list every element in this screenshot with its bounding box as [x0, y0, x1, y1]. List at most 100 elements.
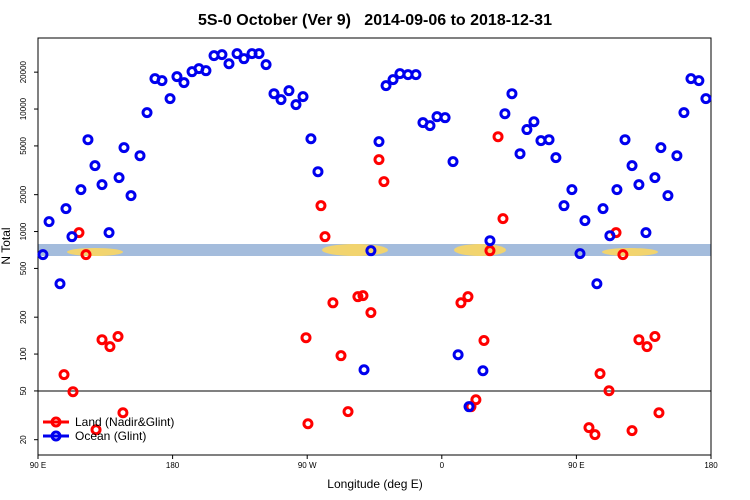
point — [649, 172, 661, 184]
point — [633, 334, 645, 346]
map-land — [322, 244, 388, 256]
point — [96, 179, 108, 191]
point — [113, 172, 125, 184]
point — [700, 93, 712, 105]
point — [231, 48, 243, 60]
y-tick-label: 200 — [19, 310, 28, 324]
point — [447, 156, 459, 168]
y-tick-label: 10000 — [19, 97, 28, 120]
point — [117, 407, 129, 419]
point — [543, 134, 555, 146]
point — [253, 48, 265, 60]
legend-label: Land (Nadir&Glint) — [75, 415, 174, 429]
point — [378, 176, 390, 188]
point — [43, 216, 55, 228]
plot-frame — [37, 37, 712, 456]
legend-label: Ocean (Glint) — [75, 429, 146, 443]
point — [125, 190, 137, 202]
point — [574, 248, 586, 260]
point — [327, 297, 339, 309]
point — [58, 369, 70, 381]
point — [200, 65, 212, 77]
point — [424, 120, 436, 132]
point — [365, 245, 377, 257]
point — [54, 278, 66, 290]
point — [141, 107, 153, 119]
point — [566, 184, 578, 196]
point — [335, 350, 347, 362]
point — [641, 341, 653, 353]
x-tick-label: 90 W — [298, 461, 317, 470]
point — [410, 69, 422, 81]
x-tick-label: 90 E — [568, 461, 584, 470]
point — [484, 245, 496, 257]
point — [112, 331, 124, 343]
point — [96, 334, 108, 346]
point — [603, 385, 615, 397]
x-tick-label: 0 — [440, 461, 445, 470]
map-land — [454, 244, 506, 256]
y-tick-label: 20 — [19, 435, 28, 444]
series — [37, 48, 712, 413]
point — [380, 80, 392, 92]
point — [365, 307, 377, 319]
point — [302, 418, 314, 430]
point — [514, 148, 526, 160]
point — [477, 365, 489, 377]
x-tick-label: 180 — [704, 461, 718, 470]
point — [462, 291, 474, 303]
point — [352, 291, 364, 303]
point — [260, 59, 272, 71]
point — [626, 425, 638, 437]
point — [528, 116, 540, 128]
y-axis-label: N Total — [0, 227, 13, 264]
y-tick-label: 50 — [19, 386, 28, 395]
x-tick-label: 90 E — [30, 461, 46, 470]
point — [75, 184, 87, 196]
point — [268, 88, 280, 100]
point — [455, 297, 467, 309]
chart-title: 5S-0 October (Ver 9) 2014-09-06 to 2018-… — [198, 12, 552, 29]
x-axis-label: Longitude (deg E) — [327, 477, 422, 491]
point — [591, 278, 603, 290]
point — [319, 231, 331, 243]
point — [90, 424, 102, 436]
point — [89, 160, 101, 172]
point — [164, 93, 176, 105]
point — [171, 71, 183, 83]
point — [617, 249, 629, 261]
legend: Land (Nadir&Glint)Ocean (Glint) — [43, 415, 174, 443]
point — [275, 94, 287, 106]
point — [82, 134, 94, 146]
point — [597, 203, 609, 215]
point — [60, 203, 72, 215]
point — [134, 150, 146, 162]
y-tick-label: 1000 — [19, 222, 28, 240]
point — [297, 91, 309, 103]
legend-marker — [50, 430, 62, 442]
point — [492, 131, 504, 143]
point — [558, 200, 570, 212]
point — [342, 406, 354, 418]
y-tick-label: 20000 — [19, 60, 28, 83]
y-tick-label: 5000 — [19, 136, 28, 154]
point — [550, 152, 562, 164]
point — [583, 422, 595, 434]
y-tick-label: 100 — [19, 347, 28, 361]
point — [470, 394, 482, 406]
point — [484, 235, 496, 247]
point — [478, 335, 490, 347]
y-tick-label: 500 — [19, 261, 28, 275]
point — [671, 150, 683, 162]
point — [662, 190, 674, 202]
series — [58, 131, 665, 441]
point — [67, 386, 79, 398]
point — [506, 88, 518, 100]
point — [655, 142, 667, 154]
point — [358, 364, 370, 376]
point — [156, 75, 168, 87]
y-tick-label: 2000 — [19, 185, 28, 203]
point — [521, 124, 533, 136]
point — [290, 99, 302, 111]
point — [104, 341, 116, 353]
